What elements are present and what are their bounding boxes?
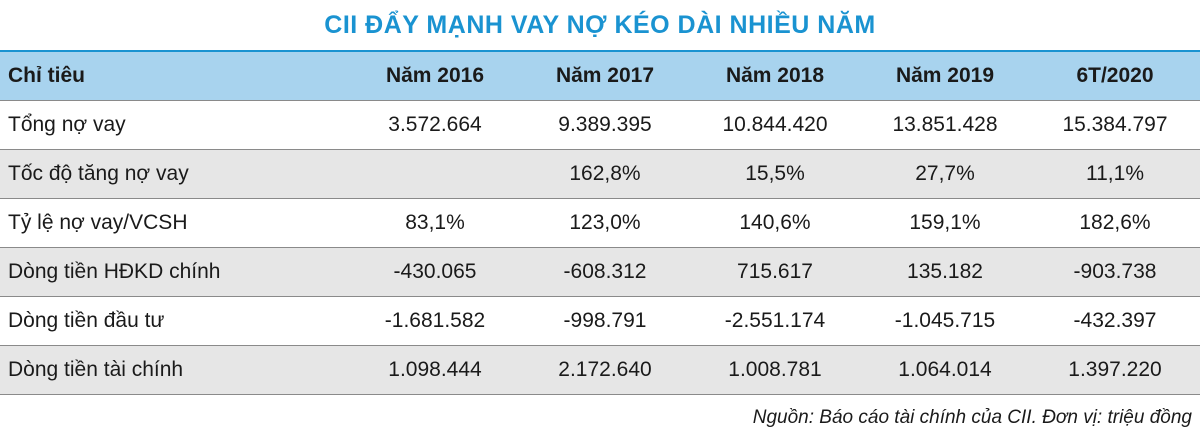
table-cell [350,149,520,198]
table-cell: 15,5% [745,161,805,185]
table-cell: 10.844.420 [722,112,828,136]
column-header: Năm 2016 [385,63,485,87]
row-label: Dòng tiền HĐKD chính [8,259,221,283]
title-area: CII ĐẨY MẠNH VAY NỢ KÉO DÀI NHIỀU NĂM [0,0,1200,50]
table-cell: 15.384.797 [1062,112,1168,136]
column-header: Chỉ tiêu [8,63,85,87]
table-cell: 159,1% [909,210,981,234]
data-table: Chỉ tiêu Năm 2016 Năm 2017 Năm 2018 Năm … [0,52,1200,395]
table-row: Dòng tiền tài chính 1.098.444 2.172.640 … [0,345,1200,394]
table-cell: 3.572.664 [388,112,482,136]
table-cell: 2.172.640 [558,357,652,381]
table-row: Tốc độ tăng nợ vay 162,8% 15,5% 27,7% 11… [0,149,1200,198]
table-cell: -1.681.582 [384,308,486,332]
table-cell: 1.397.220 [1068,357,1162,381]
column-header: Năm 2018 [725,63,825,87]
table-cell: 140,6% [739,210,811,234]
table-cell: 162,8% [569,161,641,185]
column-header: Năm 2017 [555,63,655,87]
row-label: Dòng tiền tài chính [8,357,184,381]
table-cell: 1.098.444 [388,357,482,381]
table-cell: -608.312 [563,259,647,283]
table-cell: -2.551.174 [724,308,826,332]
table-cell: 715.617 [737,259,813,283]
table-cell: -430.065 [393,259,477,283]
table-row: Dòng tiền HĐKD chính -430.065 -608.312 7… [0,247,1200,296]
table-cell: 1.008.781 [728,357,822,381]
table-cell: 9.389.395 [558,112,652,136]
table-row: Tỷ lệ nợ vay/VCSH 83,1% 123,0% 140,6% 15… [0,198,1200,247]
table-cell: -998.791 [563,308,647,332]
table-cell: 182,6% [1079,210,1151,234]
table-cell: 135.182 [907,259,983,283]
table-cell: 11,1% [1086,161,1144,185]
row-label: Tốc độ tăng nợ vay [8,161,189,185]
row-label: Tỷ lệ nợ vay/VCSH [8,210,188,234]
row-label: Tổng nợ vay [8,112,126,136]
table-container: Chỉ tiêu Năm 2016 Năm 2017 Năm 2018 Năm … [0,50,1200,395]
table-cell: -903.738 [1073,259,1157,283]
table-cell: 13.851.428 [892,112,998,136]
table-title: CII ĐẨY MẠNH VAY NỢ KÉO DÀI NHIỀU NĂM [324,10,876,39]
table-cell: -432.397 [1073,308,1157,332]
table-cell: -1.045.715 [894,308,996,332]
header-row: Chỉ tiêu Năm 2016 Năm 2017 Năm 2018 Năm … [0,52,1200,100]
table-cell: 1.064.014 [898,357,992,381]
table-cell: 123,0% [569,210,641,234]
source-note: Nguồn: Báo cáo tài chính của CII. Đơn vị… [752,406,1192,428]
column-header: Năm 2019 [895,63,995,87]
row-label: Dòng tiền đầu tư [8,308,165,332]
table-row: Dòng tiền đầu tư -1.681.582 -998.791 -2.… [0,296,1200,345]
table-cell: 83,1% [405,210,465,234]
column-header: 6T/2020 [1076,63,1154,87]
table-cell: 27,7% [915,161,975,185]
table-row: Tổng nợ vay 3.572.664 9.389.395 10.844.4… [0,100,1200,149]
